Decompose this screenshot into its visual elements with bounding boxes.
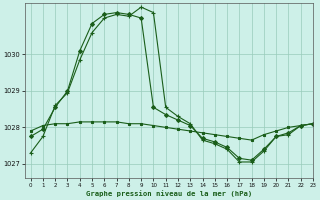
X-axis label: Graphe pression niveau de la mer (hPa): Graphe pression niveau de la mer (hPa) (86, 190, 252, 197)
